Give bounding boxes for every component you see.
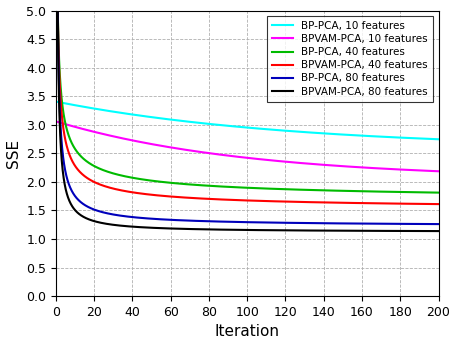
BPVAM-PCA, 80 features bbox=[354, 229, 359, 233]
BPVAM-PCA, 10 features bbox=[74, 125, 80, 129]
BP-PCA, 80 features bbox=[435, 222, 440, 226]
BP-PCA, 10 features bbox=[424, 137, 429, 141]
BPVAM-PCA, 40 features bbox=[354, 201, 359, 205]
BPVAM-PCA, 80 features bbox=[230, 228, 235, 232]
BP-PCA, 80 features bbox=[230, 220, 235, 224]
BPVAM-PCA, 40 features bbox=[435, 202, 440, 206]
BPVAM-PCA, 40 features bbox=[74, 167, 80, 171]
BP-PCA, 40 features bbox=[354, 189, 359, 193]
BPVAM-PCA, 80 features bbox=[424, 229, 429, 233]
BPVAM-PCA, 10 features bbox=[240, 155, 245, 159]
BP-PCA, 80 features bbox=[55, 9, 61, 13]
BPVAM-PCA, 10 features bbox=[55, 120, 61, 124]
BP-PCA, 80 features bbox=[424, 222, 429, 226]
X-axis label: Iteration: Iteration bbox=[214, 324, 279, 339]
Line: BPVAM-PCA, 10 features: BPVAM-PCA, 10 features bbox=[58, 122, 438, 171]
BP-PCA, 10 features bbox=[424, 137, 429, 141]
BP-PCA, 10 features bbox=[74, 104, 80, 108]
BPVAM-PCA, 10 features bbox=[424, 169, 429, 173]
Line: BPVAM-PCA, 80 features: BPVAM-PCA, 80 features bbox=[58, 11, 438, 231]
BPVAM-PCA, 40 features bbox=[55, 9, 61, 13]
BP-PCA, 80 features bbox=[424, 222, 429, 226]
BPVAM-PCA, 10 features bbox=[435, 169, 440, 173]
BPVAM-PCA, 80 features bbox=[74, 210, 80, 214]
BP-PCA, 40 features bbox=[435, 190, 440, 195]
BPVAM-PCA, 10 features bbox=[354, 165, 359, 169]
BP-PCA, 40 features bbox=[424, 190, 429, 195]
BPVAM-PCA, 40 features bbox=[424, 202, 429, 206]
Y-axis label: SSE: SSE bbox=[5, 139, 20, 168]
BP-PCA, 10 features bbox=[435, 137, 440, 141]
BP-PCA, 80 features bbox=[240, 220, 245, 224]
BPVAM-PCA, 80 features bbox=[240, 228, 245, 232]
Line: BPVAM-PCA, 40 features: BPVAM-PCA, 40 features bbox=[58, 11, 438, 204]
BPVAM-PCA, 10 features bbox=[424, 169, 429, 173]
BPVAM-PCA, 80 features bbox=[435, 229, 440, 233]
BP-PCA, 80 features bbox=[354, 221, 359, 226]
Line: BP-PCA, 40 features: BP-PCA, 40 features bbox=[58, 11, 438, 193]
BPVAM-PCA, 80 features bbox=[55, 9, 61, 13]
BP-PCA, 40 features bbox=[230, 185, 235, 189]
BP-PCA, 40 features bbox=[424, 190, 429, 195]
BPVAM-PCA, 10 features bbox=[230, 154, 235, 158]
BP-PCA, 40 features bbox=[55, 9, 61, 13]
Line: BP-PCA, 10 features: BP-PCA, 10 features bbox=[58, 102, 438, 139]
Legend: BP-PCA, 10 features, BPVAM-PCA, 10 features, BP-PCA, 40 features, BPVAM-PCA, 40 : BP-PCA, 10 features, BPVAM-PCA, 10 featu… bbox=[267, 16, 432, 102]
Line: BP-PCA, 80 features: BP-PCA, 80 features bbox=[58, 11, 438, 224]
BP-PCA, 10 features bbox=[55, 100, 61, 104]
BPVAM-PCA, 40 features bbox=[230, 198, 235, 202]
BPVAM-PCA, 40 features bbox=[424, 202, 429, 206]
BP-PCA, 80 features bbox=[74, 197, 80, 201]
BPVAM-PCA, 80 features bbox=[424, 229, 429, 233]
BP-PCA, 40 features bbox=[74, 150, 80, 154]
BPVAM-PCA, 40 features bbox=[240, 198, 245, 203]
BP-PCA, 40 features bbox=[240, 186, 245, 190]
BP-PCA, 10 features bbox=[230, 124, 235, 128]
BP-PCA, 10 features bbox=[354, 134, 359, 138]
BP-PCA, 10 features bbox=[240, 125, 245, 129]
